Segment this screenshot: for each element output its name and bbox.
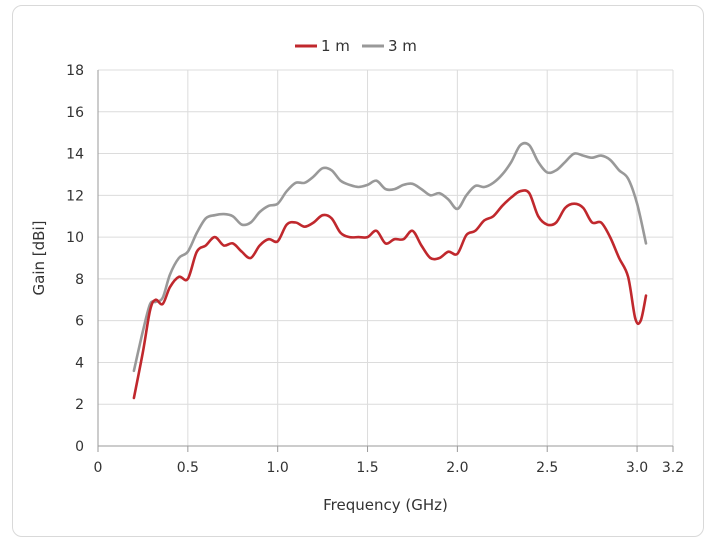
series-line-3m (132, 141, 648, 373)
y-tick-label: 4 (75, 355, 84, 371)
series-line-1m (132, 189, 648, 400)
x-tick-label: 0.5 (177, 460, 199, 476)
y-tick-label: 14 (66, 147, 84, 163)
x-tick-label: 2.0 (446, 460, 468, 476)
legend: 1 m 3 m (295, 37, 417, 55)
y-tick-label: 12 (66, 188, 84, 204)
chart-card (12, 5, 704, 537)
y-tick-label: 2 (75, 397, 84, 413)
y-tick-label: 16 (66, 105, 84, 121)
x-tick-label: 3.0 (626, 460, 648, 476)
y-tick-label: 10 (66, 230, 84, 246)
x-tick-label: 3.2 (662, 460, 684, 476)
axes: 0 2 4 6 8 10 12 14 16 18 0 0.5 1.0 1.5 2.0 2.5 3.0 3.2 (66, 63, 684, 476)
y-tick-label: 6 (75, 314, 84, 330)
y-tick-label: 8 (75, 272, 84, 288)
y-tick-label: 18 (66, 63, 84, 79)
x-tick-label: 1.5 (356, 460, 378, 476)
y-tick-label: 0 (75, 439, 84, 455)
grid-lines (98, 69, 674, 446)
legend-label-3m: 3 m (388, 37, 417, 55)
series-lines (132, 141, 648, 400)
x-tick-label: 1.0 (267, 460, 289, 476)
legend-label-1m: 1 m (321, 37, 350, 55)
x-tick-label: 0 (94, 460, 103, 476)
x-tick-label: 2.5 (536, 460, 558, 476)
y-axis-title: Gain [dBi] (30, 221, 48, 296)
x-axis-title: Frequency (GHz) (323, 496, 448, 514)
